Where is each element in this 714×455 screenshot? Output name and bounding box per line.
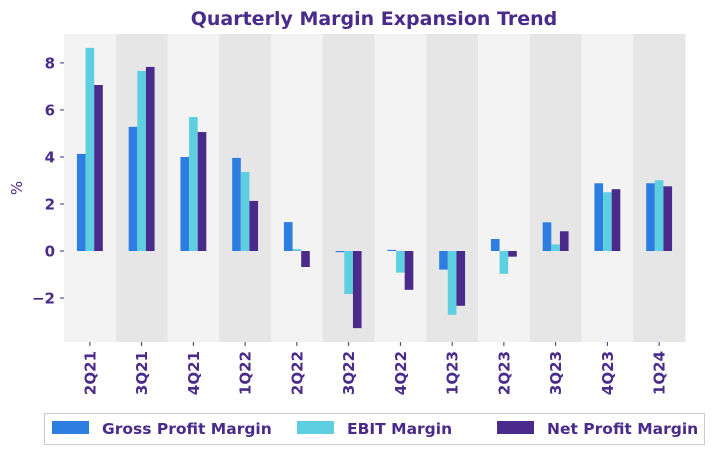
bar-net-profit-margin-1Q23 xyxy=(456,251,466,306)
legend-swatch-gross-profit-margin xyxy=(52,421,89,434)
legend-frame xyxy=(44,413,705,445)
bar-ebit-margin-2Q22 xyxy=(292,249,302,252)
bar-ebit-margin-2Q21 xyxy=(85,47,95,252)
bar-net-profit-margin-4Q21 xyxy=(197,132,207,252)
band-2Q22 xyxy=(271,34,324,342)
x-tick-label: 4Q23 xyxy=(599,351,617,395)
bar-ebit-margin-3Q21 xyxy=(137,70,146,252)
bar-ebit-margin-1Q22 xyxy=(240,172,250,252)
bar-gross-profit-margin-3Q22 xyxy=(335,251,345,253)
bar-gross-profit-margin-4Q22 xyxy=(387,249,397,252)
bar-ebit-margin-4Q21 xyxy=(189,116,198,252)
x-tick-label: 1Q24 xyxy=(651,351,669,395)
x-tick-label: 4Q21 xyxy=(185,351,203,395)
x-tick-label: 2Q23 xyxy=(495,351,513,395)
legend-label-ebit-margin: EBIT Margin xyxy=(347,420,452,438)
bar-ebit-margin-3Q23 xyxy=(551,244,560,252)
x-tick-label: 2Q21 xyxy=(81,351,99,395)
legend-swatch-ebit-margin xyxy=(297,421,334,434)
bar-gross-profit-margin-3Q23 xyxy=(542,222,552,252)
bars xyxy=(76,47,673,329)
bar-ebit-margin-1Q24 xyxy=(654,180,664,252)
bar-net-profit-margin-3Q21 xyxy=(145,66,155,252)
plot-background xyxy=(64,34,686,342)
bar-net-profit-margin-3Q23 xyxy=(559,231,569,252)
bar-gross-profit-margin-1Q23 xyxy=(439,251,448,270)
x-axis: 2Q21 3Q21 4Q21 1Q22 2Q22 3Q22 4Q22 1Q23 2Q23 3Q23… xyxy=(81,342,669,395)
bar-gross-profit-margin-4Q21 xyxy=(180,156,190,252)
y-tick-label: 2 xyxy=(45,195,55,213)
bar-net-profit-margin-2Q22 xyxy=(301,251,310,267)
bar-ebit-margin-1Q23 xyxy=(447,251,457,315)
bar-ebit-margin-4Q22 xyxy=(396,251,405,273)
bar-gross-profit-margin-2Q23 xyxy=(490,239,500,252)
y-tick-label: 8 xyxy=(45,54,55,72)
band-4Q22 xyxy=(374,34,427,342)
x-tick-label: 2Q22 xyxy=(288,351,306,395)
x-tick-label: 4Q22 xyxy=(392,351,410,395)
chart-title: Quarterly Margin Expansion Trend xyxy=(191,8,558,30)
legend: Gross Profit Margin EBIT Margin Net Profit… xyxy=(44,413,705,445)
y-axis-label: % xyxy=(8,181,26,195)
bar-gross-profit-margin-1Q24 xyxy=(646,183,655,252)
bar-net-profit-margin-2Q23 xyxy=(508,251,517,257)
band-3Q22 xyxy=(322,34,375,342)
x-tick-label: 3Q21 xyxy=(133,351,151,395)
bar-net-profit-margin-4Q22 xyxy=(404,251,414,290)
y-tick-label: 4 xyxy=(45,148,55,166)
y-tick-label: −2 xyxy=(32,290,55,308)
y-tick-label: 0 xyxy=(45,243,55,261)
bar-net-profit-margin-1Q22 xyxy=(249,200,259,252)
band-3Q23 xyxy=(529,34,582,342)
bar-ebit-margin-3Q22 xyxy=(344,251,353,295)
bar-net-profit-margin-2Q21 xyxy=(94,85,103,252)
legend-label-gross-profit-margin: Gross Profit Margin xyxy=(102,420,272,438)
bar-gross-profit-margin-2Q22 xyxy=(283,222,293,252)
x-tick-label: 3Q22 xyxy=(340,351,358,395)
bar-net-profit-margin-1Q24 xyxy=(663,186,673,252)
bar-net-profit-margin-3Q22 xyxy=(352,251,362,329)
x-tick-label: 3Q23 xyxy=(547,351,565,395)
legend-swatch-net-profit-margin xyxy=(497,421,534,434)
bar-net-profit-margin-4Q23 xyxy=(611,189,621,252)
bar-ebit-margin-4Q23 xyxy=(603,192,612,252)
band-4Q23 xyxy=(581,34,634,342)
band-2Q23 xyxy=(478,34,531,342)
y-axis: −2 0 2 4 6 8 xyxy=(32,54,64,308)
bar-gross-profit-margin-2Q21 xyxy=(76,153,86,252)
x-tick-label: 1Q23 xyxy=(444,351,462,395)
bar-ebit-margin-2Q23 xyxy=(499,251,509,274)
bar-gross-profit-margin-4Q23 xyxy=(594,183,604,252)
bar-gross-profit-margin-1Q22 xyxy=(232,157,241,252)
y-tick-label: 6 xyxy=(45,101,55,119)
x-tick-label: 1Q22 xyxy=(237,351,255,395)
bar-gross-profit-margin-3Q21 xyxy=(128,126,138,252)
legend-label-net-profit-margin: Net Profit Margin xyxy=(547,420,698,438)
